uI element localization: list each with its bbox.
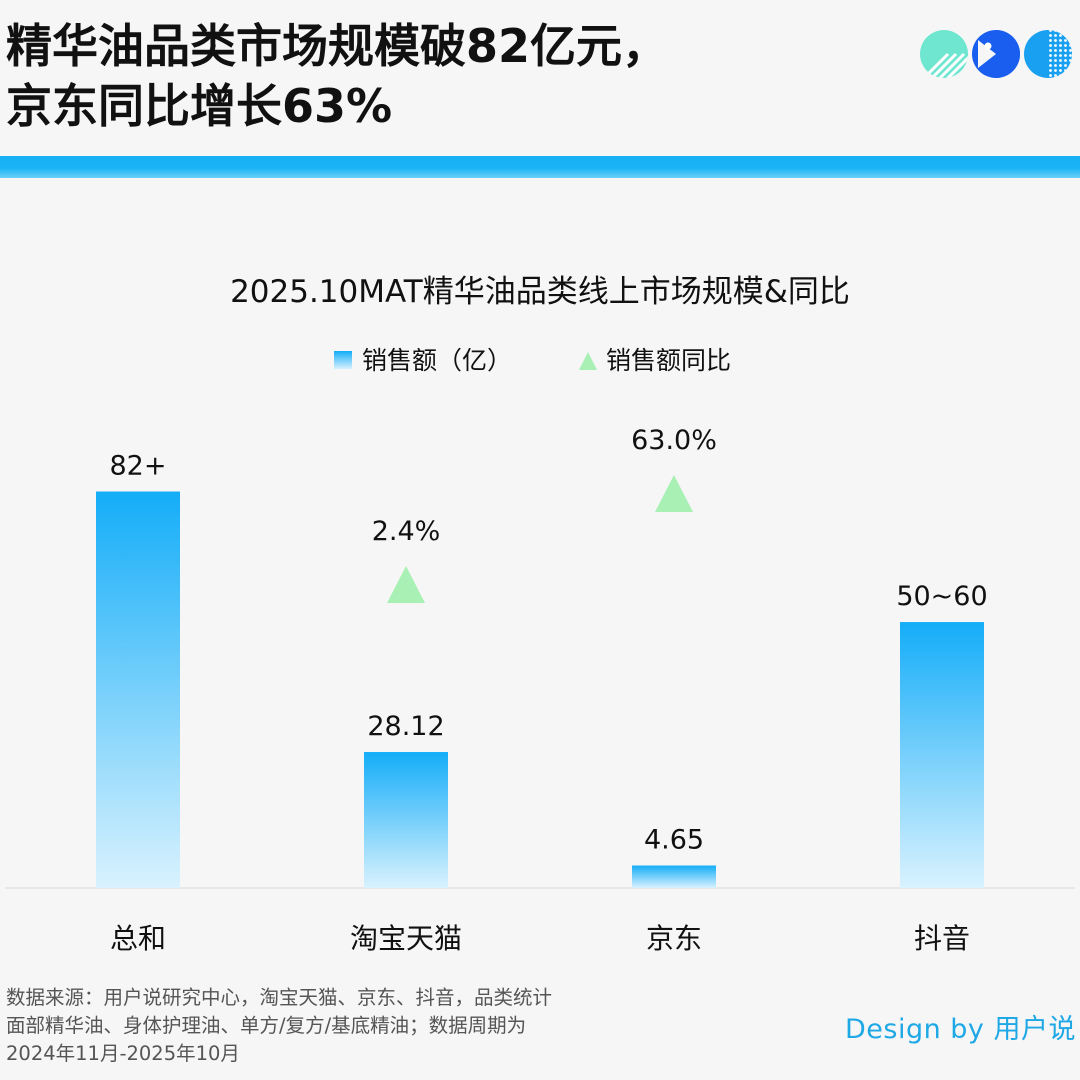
chart-title: 2025.10MAT精华油品类线上市场规模&同比 <box>230 274 850 310</box>
growth-label: 63.0% <box>631 425 717 456</box>
bar-2 <box>632 865 716 888</box>
growth-triangle-1 <box>387 566 425 603</box>
source-line-1: 数据来源：用户说研究中心，淘宝天猫、京东、抖音，品类统计 <box>6 986 553 1009</box>
bar-value-label: 28.12 <box>367 711 444 742</box>
accent-band <box>0 156 1080 178</box>
category-label: 淘宝天猫 <box>350 922 462 955</box>
bar-value-labels: 82+ 28.12 4.65 50~60 <box>110 451 988 856</box>
legend-bar-swatch <box>334 351 352 369</box>
bar-series <box>96 491 984 888</box>
dotted-circle-icon <box>1024 30 1072 78</box>
brand-logo <box>920 30 1072 78</box>
pacman-icon <box>972 30 1020 78</box>
category-label: 抖音 <box>914 922 970 955</box>
source-line-2: 面部精华油、身体护理油、单方/复方/基底精油；数据周期为 <box>6 1014 527 1037</box>
design-credit: Design by 用户说 <box>844 1014 1076 1045</box>
growth-triangle-2 <box>655 475 693 512</box>
growth-label: 2.4% <box>372 516 441 547</box>
data-source-note: 数据来源：用户说研究中心，淘宝天猫、京东、抖音，品类统计 面部精华油、身体护理油… <box>6 984 706 1068</box>
category-label: 总和 <box>110 922 166 955</box>
legend-triangle-marker <box>579 352 597 370</box>
category-labels: 总和 淘宝天猫 京东 抖音 <box>110 922 970 955</box>
headline-line-1: 精华油品类市场规模破82亿元， <box>6 19 669 73</box>
source-line-3: 2024年11月-2025年10月 <box>6 1042 240 1065</box>
bar-1 <box>364 752 448 888</box>
bar-value-label: 50~60 <box>896 581 987 612</box>
bar-value-label: 4.65 <box>644 825 704 856</box>
headline: 精华油品类市场规模破82亿元， 京东同比增长63% <box>6 16 886 136</box>
striped-circle-icon <box>920 30 968 78</box>
growth-markers <box>387 475 693 603</box>
bar-0 <box>96 491 180 888</box>
growth-labels: 2.4% 63.0% <box>372 425 717 547</box>
legend-growth-label: 销售额同比 <box>606 346 731 375</box>
bar-3 <box>900 622 984 888</box>
bar-value-label: 82+ <box>110 451 167 482</box>
legend-bar-label: 销售额（亿） <box>362 346 512 375</box>
chart-legend: 销售额（亿） 销售额同比 <box>334 346 731 375</box>
headline-line-2: 京东同比增长63% <box>6 79 393 133</box>
category-label: 京东 <box>646 922 702 955</box>
